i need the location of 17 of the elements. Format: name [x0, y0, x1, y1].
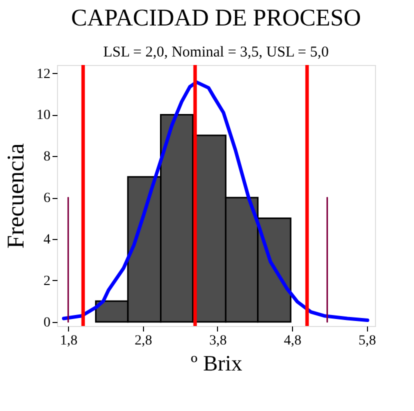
x-tick-label: 5,8: [358, 334, 376, 348]
chart-title: CAPACIDAD DE PROCESO: [71, 5, 361, 32]
y-tick-label: 4: [44, 232, 50, 248]
line-series: [62, 80, 370, 322]
x-tick-label: 3,8: [209, 334, 227, 348]
y-tick-label: 8: [44, 150, 50, 165]
y-tick-label: 2: [44, 274, 50, 289]
x-axis-title: º Brix: [190, 350, 242, 376]
y-tick-label: 12: [36, 66, 50, 82]
y-tick-label: 6: [44, 191, 50, 206]
y-tick-label: 10: [36, 108, 50, 124]
x-tick-label: 1,8: [60, 334, 78, 348]
x-tick-label: 4,8: [284, 334, 302, 348]
x-tick-label: 2,8: [134, 334, 152, 348]
chart-subtitle: LSL = 2,0, Nominal = 3,5, USL = 5,0: [103, 44, 329, 60]
y-tick-label: 0: [44, 315, 50, 330]
y-axis-title: Frecuencia: [4, 143, 30, 249]
